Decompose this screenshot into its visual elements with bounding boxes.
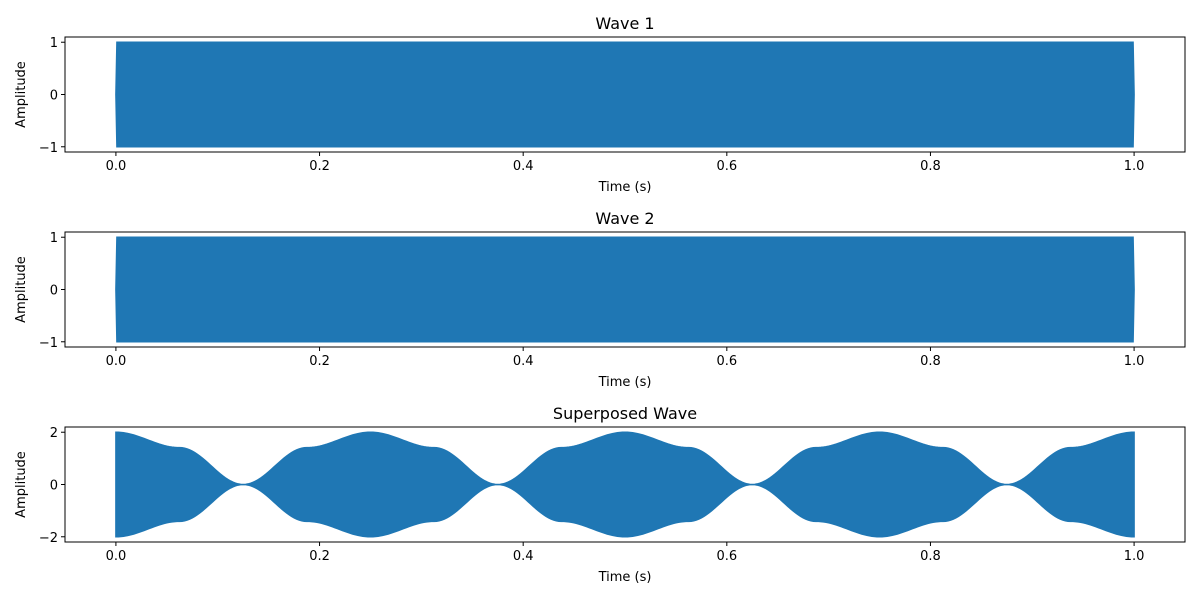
subplot-1: 0.0 0.2 0.4 0.6 0.8 1.0 −1 0 1 Wave 1 Time (s) Ampl… — [14, 14, 1186, 195]
y-tick-label: −2 — [39, 531, 58, 546]
subplot-title: Superposed Wave — [553, 404, 697, 423]
y-tick-label: −1 — [39, 141, 58, 156]
x-tick-label: 0.8 — [920, 354, 941, 369]
y-axis-label: Amplitude — [14, 256, 29, 323]
subplot-title: Wave 2 — [595, 209, 654, 228]
y-tick-label: 0 — [50, 479, 58, 494]
x-tick-label: 1.0 — [1124, 354, 1145, 369]
x-axis-label: Time (s) — [598, 180, 652, 195]
x-tick-label: 0.6 — [716, 354, 737, 369]
y-tick-label: 2 — [50, 426, 58, 441]
x-tick-label: 0.4 — [513, 159, 534, 174]
subplot-2: 0.0 0.2 0.4 0.6 0.8 1.0 −1 0 1 Wave 2 Time (s) Ampl… — [14, 209, 1186, 390]
x-tick-label: 0.0 — [106, 159, 127, 174]
x-tick-label: 1.0 — [1124, 159, 1145, 174]
y-tick-label: 1 — [50, 231, 58, 246]
subplot-title: Wave 1 — [595, 14, 654, 33]
wave-series-2-1 — [115, 236, 1135, 343]
x-axis-label: Time (s) — [598, 375, 652, 390]
x-tick-label: 0.6 — [716, 159, 737, 174]
x-tick-label: 0.4 — [513, 549, 534, 564]
x-tick-label: 0.2 — [309, 549, 330, 564]
x-tick-label: 0.6 — [716, 549, 737, 564]
x-tick-label: 1.0 — [1124, 549, 1145, 564]
y-tick-label: −1 — [39, 336, 58, 351]
wave-series-3-1 — [115, 431, 1135, 538]
x-tick-label: 0.0 — [106, 354, 127, 369]
wave-series-1-1 — [115, 41, 1135, 148]
y-tick-label: 0 — [50, 89, 58, 104]
x-tick-label: 0.0 — [106, 549, 127, 564]
x-axis-label: Time (s) — [598, 570, 652, 585]
subplot-3: 0.0 0.2 0.4 0.6 0.8 1.0 −2 0 2 Superposed Wave Tim… — [14, 404, 1186, 585]
x-tick-label: 0.4 — [513, 354, 534, 369]
y-axis-label: Amplitude — [14, 451, 29, 518]
x-tick-label: 0.8 — [920, 549, 941, 564]
y-tick-label: 0 — [50, 284, 58, 299]
x-tick-label: 0.2 — [309, 159, 330, 174]
y-axis-label: Amplitude — [14, 61, 29, 128]
x-tick-label: 0.2 — [309, 354, 330, 369]
x-tick-label: 0.8 — [920, 159, 941, 174]
y-tick-label: 1 — [50, 36, 58, 51]
